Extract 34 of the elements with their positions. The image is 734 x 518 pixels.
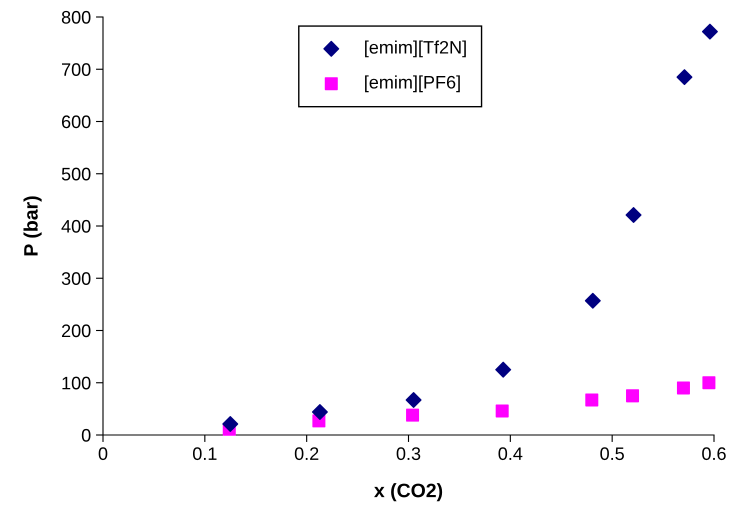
point xyxy=(702,376,716,390)
point xyxy=(626,389,640,402)
x-tick-label: 0.2 xyxy=(294,447,318,460)
x-tick-label: 0.6 xyxy=(702,447,726,460)
y-tick-label: 300 xyxy=(62,272,90,285)
y-tick-label: 200 xyxy=(62,324,90,338)
point xyxy=(312,404,328,420)
y-tick-label: 700 xyxy=(62,63,90,76)
y-tick-label: 600 xyxy=(62,115,90,128)
point xyxy=(222,416,238,432)
y-axis-title: P (bar) xyxy=(24,196,42,256)
point xyxy=(626,207,642,224)
point xyxy=(585,393,598,406)
y-tick-label: 400 xyxy=(61,220,90,233)
point xyxy=(702,24,718,40)
x-tick-label: 0.5 xyxy=(600,447,624,460)
x-tick-label: 0.4 xyxy=(498,447,522,460)
legend-label: [emim][Tf2N] xyxy=(365,40,466,58)
y-tick-label: 100 xyxy=(62,376,90,390)
y-tick-label: 0 xyxy=(82,428,90,442)
point xyxy=(406,408,420,422)
point xyxy=(406,392,422,408)
y-tick-label: 500 xyxy=(62,168,90,180)
point xyxy=(495,362,512,378)
y-tick-label: 800 xyxy=(62,10,90,24)
x-tick-label: 0 xyxy=(98,447,108,460)
point xyxy=(676,381,690,394)
point xyxy=(584,292,601,309)
x-tick-label: 0.3 xyxy=(396,447,420,460)
legend-label: [emim][PF6] xyxy=(365,75,460,92)
x-tick-label: 0.1 xyxy=(192,447,217,460)
x-axis-title: x (CO2) xyxy=(374,483,442,502)
point xyxy=(676,69,692,86)
point xyxy=(496,404,509,418)
